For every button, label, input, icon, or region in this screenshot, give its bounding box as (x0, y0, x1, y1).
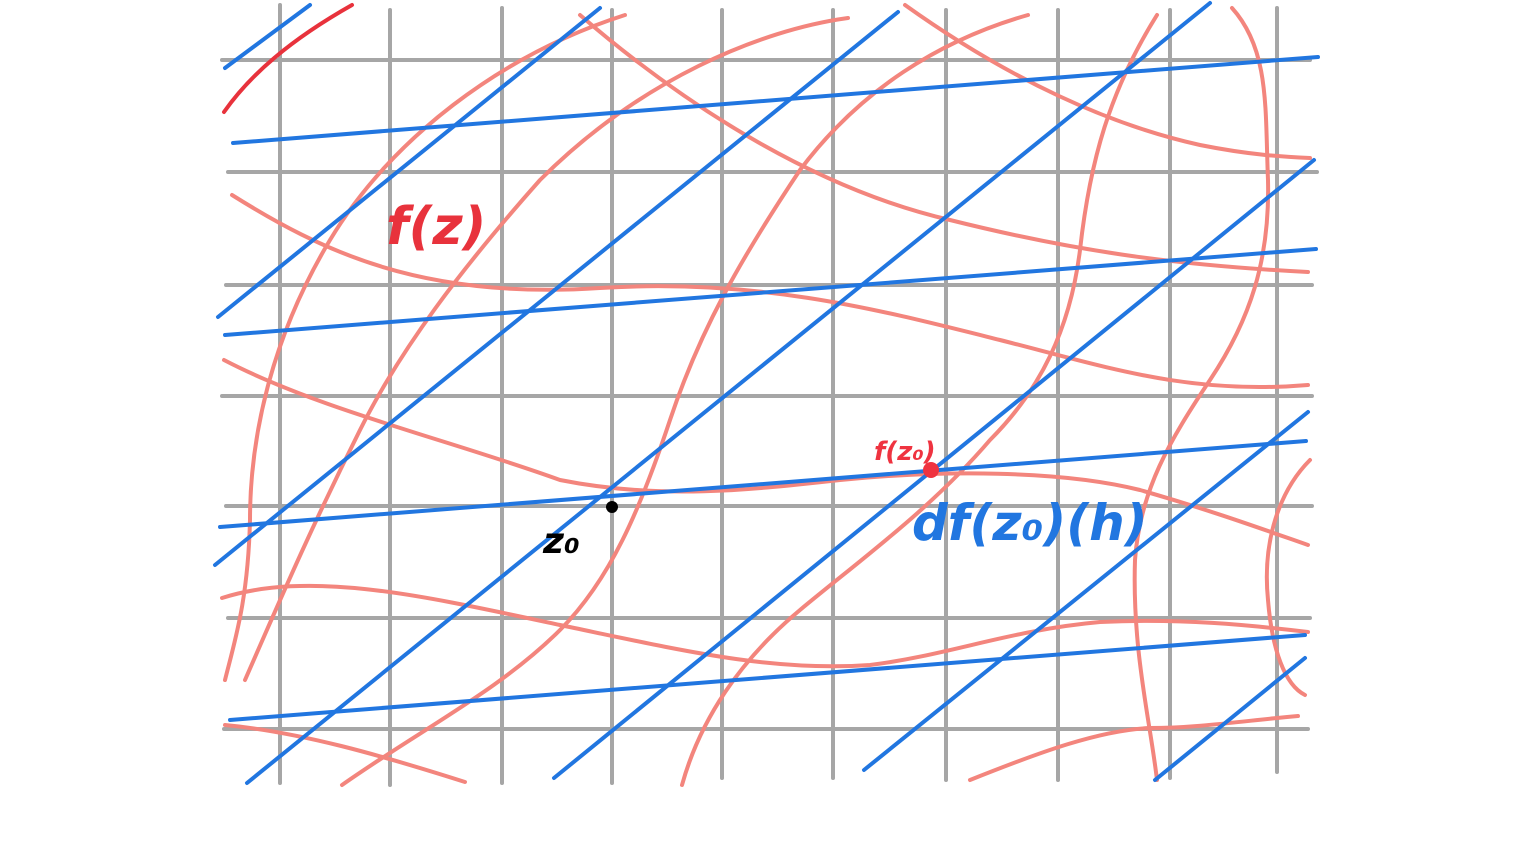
differential-label: df(z₀)(h) (912, 494, 1148, 552)
image-curve (222, 358, 1310, 547)
image-curve (230, 193, 1310, 390)
grid (220, 3, 1319, 787)
tangent-line (245, 1, 1212, 785)
tangent-line (231, 55, 1320, 145)
image-point-dot (923, 462, 939, 478)
image-curve (243, 16, 850, 682)
image-curve (1264, 458, 1312, 697)
tangent-line (228, 633, 1307, 722)
image-curve (1132, 6, 1271, 782)
tangent-line (223, 247, 1318, 337)
image-curve (220, 583, 1310, 669)
base-point-label: z₀ (542, 521, 580, 562)
tangent-line (213, 10, 900, 567)
function-label: f(z) (386, 197, 486, 257)
image-curve (340, 13, 1030, 787)
tangent-line (223, 3, 312, 70)
image-curve (680, 13, 1159, 787)
tangent-line (218, 439, 1308, 529)
image-point-label: f(z₀) (874, 437, 936, 467)
accent-curve (222, 3, 354, 114)
image-curve (968, 714, 1300, 782)
tangent-line (1153, 656, 1307, 782)
tangent-line (862, 410, 1310, 772)
image-curve (223, 723, 467, 784)
image-curve (578, 13, 1310, 274)
base-point-dot (606, 501, 618, 513)
tangent-line (216, 6, 602, 319)
image-curve (903, 3, 1312, 160)
